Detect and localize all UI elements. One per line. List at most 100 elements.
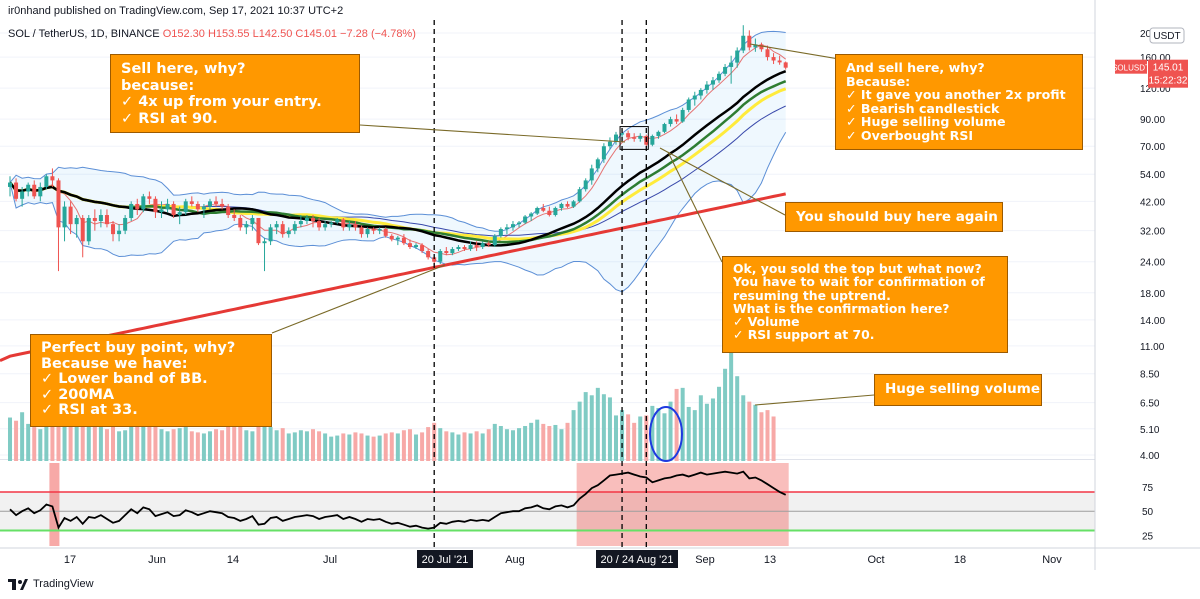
volume-bar (177, 428, 182, 461)
tradingview-watermark: TradingView (33, 578, 94, 590)
candle-body (741, 35, 746, 51)
volume-bar (317, 431, 322, 461)
candle-body (44, 176, 49, 187)
candle (698, 88, 703, 100)
volume-bar (298, 430, 303, 461)
candle-body (656, 131, 661, 136)
volume-bar (165, 431, 170, 461)
volume-bar (504, 429, 509, 461)
candle (480, 241, 485, 250)
candle-body (214, 201, 219, 204)
price-tick-label: 90.00 (1140, 115, 1165, 126)
volume-bar (759, 412, 764, 461)
candle (201, 203, 206, 218)
candle-body (86, 217, 91, 242)
candle-body (517, 222, 522, 225)
callout-buy-again: You should buy here again (785, 202, 1003, 232)
candle (383, 227, 388, 238)
volume-bar (559, 429, 564, 461)
volume-bar (329, 436, 334, 461)
volume-bar (456, 434, 461, 461)
price-tick-label: 70.00 (1140, 142, 1165, 153)
price-tick-label: 6.50 (1140, 399, 1160, 410)
candle (771, 53, 776, 65)
candle-body (492, 235, 497, 246)
candle-body (38, 186, 43, 197)
candle (607, 137, 612, 150)
volume-bar (486, 429, 491, 461)
candle-body (535, 207, 540, 214)
candle-body (420, 245, 425, 252)
candle-body (510, 224, 515, 228)
candle-body (347, 224, 352, 228)
candle (250, 215, 255, 231)
candle-body (395, 237, 400, 240)
candle-body (571, 201, 576, 207)
candle (323, 221, 328, 231)
candle (401, 234, 406, 246)
time-tick-label: Jun (148, 554, 166, 566)
candle (680, 107, 685, 123)
candle (414, 243, 419, 250)
volume-bar (547, 426, 552, 461)
volume-bar (32, 427, 37, 461)
candle-body (159, 209, 164, 213)
candle (98, 209, 103, 228)
candle (389, 234, 394, 242)
candle (359, 225, 364, 238)
candle-body (504, 227, 509, 230)
candle-body (323, 224, 328, 228)
volume-bar (207, 431, 212, 461)
candle (86, 215, 91, 246)
candle-body (171, 203, 176, 216)
bb-upper (9, 30, 786, 232)
ma-fast (9, 44, 787, 256)
volume-bar (674, 388, 679, 461)
candle (565, 201, 570, 208)
candle (444, 247, 449, 256)
volume-bar (383, 433, 388, 461)
candle-body (710, 80, 715, 85)
candle (50, 168, 55, 187)
callout-huge-selling-volume: Huge selling volume (874, 374, 1042, 406)
volume-bar (135, 424, 140, 461)
volume-bar (553, 424, 558, 461)
candle (674, 114, 679, 125)
candle (650, 134, 655, 147)
symbol-legend: SOL / TetherUS, 1D, BINANCE O152.30 H153… (8, 28, 416, 40)
volume-bar (407, 429, 412, 461)
volume-bar (438, 428, 443, 461)
callout-pointer (667, 151, 723, 263)
candle-body (735, 50, 740, 63)
candle-body (135, 203, 140, 210)
candle-body (304, 217, 309, 222)
currency-label: USDT (1153, 31, 1180, 42)
volume-bar (189, 431, 194, 461)
candle (268, 224, 273, 246)
candle-body (117, 230, 122, 235)
volume-bar (517, 428, 522, 461)
tradingview-logo[interactable]: TradingView (8, 578, 94, 590)
candle-body (468, 245, 473, 250)
time-tick-label: Jul (323, 554, 337, 566)
volume-bar (129, 423, 134, 461)
candle-body (480, 243, 485, 248)
candle-body (638, 135, 643, 139)
candle (353, 221, 358, 231)
candle (741, 25, 746, 54)
candle-body (632, 137, 637, 139)
candle (262, 237, 267, 272)
volume-bar (268, 427, 273, 461)
candle (450, 247, 455, 256)
volume-bar (147, 426, 152, 461)
candle-body (759, 44, 764, 50)
candle-body (553, 207, 558, 216)
candle-body (432, 257, 437, 262)
candle-body (577, 189, 582, 202)
candle (747, 30, 752, 51)
volume-bar (444, 431, 449, 461)
candle-body (32, 184, 37, 197)
volume-bar (401, 430, 406, 461)
volume-bar (262, 401, 267, 461)
